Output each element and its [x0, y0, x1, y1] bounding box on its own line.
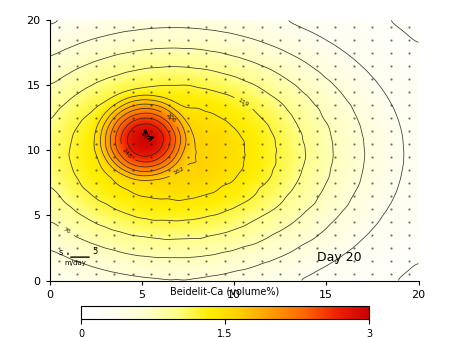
- Text: 5: 5: [93, 247, 98, 256]
- Text: 162: 162: [173, 166, 185, 176]
- Text: Beidelit-Ca (volume%): Beidelit-Ca (volume%): [171, 286, 279, 296]
- Text: 206: 206: [164, 113, 176, 124]
- Text: Day 20: Day 20: [317, 251, 362, 264]
- Text: 119: 119: [237, 98, 250, 108]
- Text: s: s: [58, 248, 63, 257]
- Text: 76: 76: [62, 227, 71, 235]
- Text: m/day: m/day: [64, 260, 86, 266]
- Text: 248: 248: [121, 147, 132, 160]
